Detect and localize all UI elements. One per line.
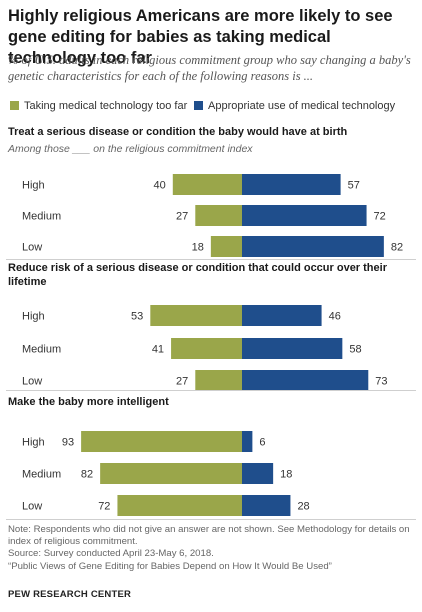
bar-too-far [195,370,242,391]
bar-appropriate [242,236,384,257]
data-label-appropriate: 73 [375,376,387,388]
legend-swatch-appropriate [194,101,203,110]
data-label-too-far: 27 [176,376,188,388]
data-label-appropriate: 58 [349,344,361,356]
chart-subtitle: % of U.S. adults in each religious commi… [8,53,411,83]
bar-appropriate [242,205,367,226]
data-label-appropriate: 6 [259,437,265,449]
category-label: High [22,437,45,449]
source-text: Source: Survey conducted April 23-May 6,… [8,548,214,560]
bar-too-far [117,495,242,516]
chart-area: Treat a serious disease or condition the… [7,126,403,516]
data-label-appropriate: 82 [391,242,403,254]
legend-swatch-too-far [10,101,19,110]
bar-too-far [100,463,242,484]
bar-too-far [150,305,242,326]
bar-too-far [81,431,242,452]
data-label-appropriate: 28 [297,501,309,513]
panel-title: Treat a serious disease or condition the… [8,126,348,138]
category-label: Low [22,501,42,513]
data-label-too-far: 18 [192,242,204,254]
data-label-appropriate: 46 [329,311,341,323]
panel-title: Reduce risk of a serious disease or cond… [8,262,388,274]
bar-appropriate [242,495,291,516]
brand-label: PEW RESEARCH CENTER [8,589,132,600]
bar-appropriate [242,338,343,359]
panel-title: lifetime [8,276,47,288]
data-label-appropriate: 18 [280,469,292,481]
note-text: Note: Respondents who did not give an an… [8,524,410,548]
legend-label-appropriate: Appropriate use of medical technology [208,100,396,112]
category-label: High [22,311,45,323]
panel-divider [6,519,416,520]
report-title: “Public Views of Gene Editing for Babies… [8,560,332,572]
data-label-appropriate: 72 [374,211,386,223]
legend-item-too-far: Taking medical technology too far [10,100,187,112]
data-label-too-far: 40 [154,180,166,192]
category-label: Medium [22,344,61,356]
category-label: Medium [22,469,61,481]
panel-title: Make the baby more intelligent [8,396,169,408]
panel-divider [6,390,416,391]
category-label: Medium [22,211,61,223]
category-label: Low [22,242,42,254]
bar-appropriate [242,305,322,326]
bar-too-far [171,338,242,359]
bar-too-far [195,205,242,226]
bar-appropriate [242,174,341,195]
panel-divider [6,259,416,260]
category-label: Low [22,376,42,388]
bar-too-far [210,236,242,257]
category-label: High [22,180,45,192]
data-label-too-far: 41 [152,344,164,356]
data-label-too-far: 72 [98,501,110,513]
data-label-too-far: 27 [176,211,188,223]
legend-label-too-far: Taking medical technology too far [24,100,188,112]
footnotes: Note: Respondents who did not give an an… [8,524,418,573]
bar-appropriate [242,370,369,391]
data-label-too-far: 82 [81,469,93,481]
data-label-too-far: 53 [131,311,143,323]
chart-title: Highly religious Americans are more like… [8,7,393,67]
data-label-appropriate: 57 [348,180,360,192]
bar-appropriate [242,463,274,484]
bar-appropriate [242,431,253,452]
data-label-too-far: 93 [62,437,74,449]
bar-too-far [172,174,242,195]
panel-subtitle: Among those ___ on the religious commitm… [7,143,253,155]
legend-item-appropriate: Appropriate use of medical technology [194,100,395,112]
